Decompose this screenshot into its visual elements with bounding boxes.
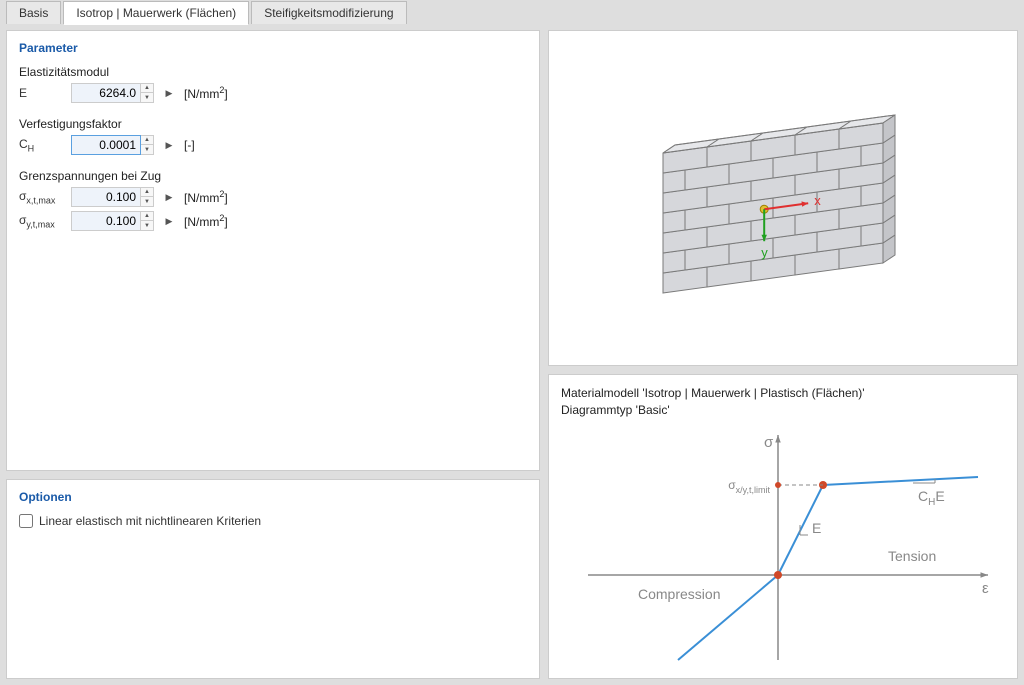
sigma-yt-spin-down[interactable]: ▼	[141, 221, 153, 230]
parameter-panel: Parameter Elastizitätsmodul E ▲ ▼ ▶ [N/m…	[6, 30, 540, 471]
diagram-caption-line2: Diagrammtyp 'Basic'	[561, 402, 1005, 419]
elasticity-spin-down[interactable]: ▼	[141, 93, 153, 102]
sigma-xt-apply-icon[interactable]: ▶	[162, 187, 176, 207]
sigma-yt-unit: [N/mm2]	[184, 213, 228, 229]
wall-illustration-panel: xy	[548, 30, 1018, 366]
tab-basis[interactable]: Basis	[6, 1, 61, 24]
elasticity-spin-up[interactable]: ▲	[141, 84, 153, 93]
sigma-xt-symbol: σx,t,max	[19, 189, 65, 205]
svg-text:E: E	[812, 520, 821, 536]
tab-steifigkeit[interactable]: Steifigkeitsmodifizierung	[251, 1, 406, 24]
tension-limit-label: Grenzspannungen bei Zug	[19, 169, 527, 183]
elasticity-input[interactable]	[71, 83, 141, 103]
svg-text:ε: ε	[982, 580, 989, 597]
sigma-xt-unit: [N/mm2]	[184, 189, 228, 205]
sigma-xt-input[interactable]	[71, 187, 141, 207]
svg-text:σx/y,t,limit: σx/y,t,limit	[728, 478, 770, 495]
sigma-yt-spin-up[interactable]: ▲	[141, 212, 153, 221]
linear-elastic-checkbox[interactable]	[19, 514, 33, 528]
brick-wall-icon: xy	[633, 83, 933, 313]
hardening-symbol: CH	[19, 137, 65, 153]
tab-bar: Basis Isotrop | Mauerwerk (Flächen) Stei…	[0, 0, 1024, 24]
hardening-label: Verfestigungsfaktor	[19, 117, 527, 131]
sigma-yt-input[interactable]	[71, 211, 141, 231]
hardening-spin-up[interactable]: ▲	[141, 136, 153, 145]
svg-text:σ: σ	[764, 434, 774, 451]
diagram-panel: Materialmodell 'Isotrop | Mauerwerk | Pl…	[548, 374, 1018, 679]
svg-text:CHE: CHE	[918, 488, 945, 508]
hardening-input[interactable]	[71, 135, 141, 155]
hardening-spin-down[interactable]: ▼	[141, 145, 153, 154]
elasticity-apply-icon[interactable]: ▶	[162, 83, 176, 103]
sigma-yt-symbol: σy,t,max	[19, 213, 65, 229]
linear-elastic-label: Linear elastisch mit nichtlinearen Krite…	[39, 514, 261, 528]
sigma-yt-apply-icon[interactable]: ▶	[162, 211, 176, 231]
svg-text:Tension: Tension	[888, 548, 936, 564]
hardening-unit: [-]	[184, 138, 195, 152]
elasticity-unit: [N/mm2]	[184, 85, 228, 101]
hardening-apply-icon[interactable]: ▶	[162, 135, 176, 155]
parameter-title: Parameter	[19, 41, 527, 55]
diagram-caption-line1: Materialmodell 'Isotrop | Mauerwerk | Pl…	[561, 385, 1005, 402]
stress-strain-diagram: σ ε σx/y,t,limit E CHE Tension Compression	[568, 425, 998, 665]
sigma-xt-spin-down[interactable]: ▼	[141, 197, 153, 206]
svg-text:x: x	[814, 193, 821, 208]
tab-isotrop-mauerwerk[interactable]: Isotrop | Mauerwerk (Flächen)	[63, 1, 249, 25]
svg-text:y: y	[761, 245, 768, 260]
options-panel: Optionen Linear elastisch mit nichtlinea…	[6, 479, 540, 679]
svg-text:Compression: Compression	[638, 586, 720, 602]
options-title: Optionen	[19, 490, 527, 504]
elasticity-symbol: E	[19, 86, 65, 100]
sigma-xt-spin-up[interactable]: ▲	[141, 188, 153, 197]
elasticity-label: Elastizitätsmodul	[19, 65, 527, 79]
